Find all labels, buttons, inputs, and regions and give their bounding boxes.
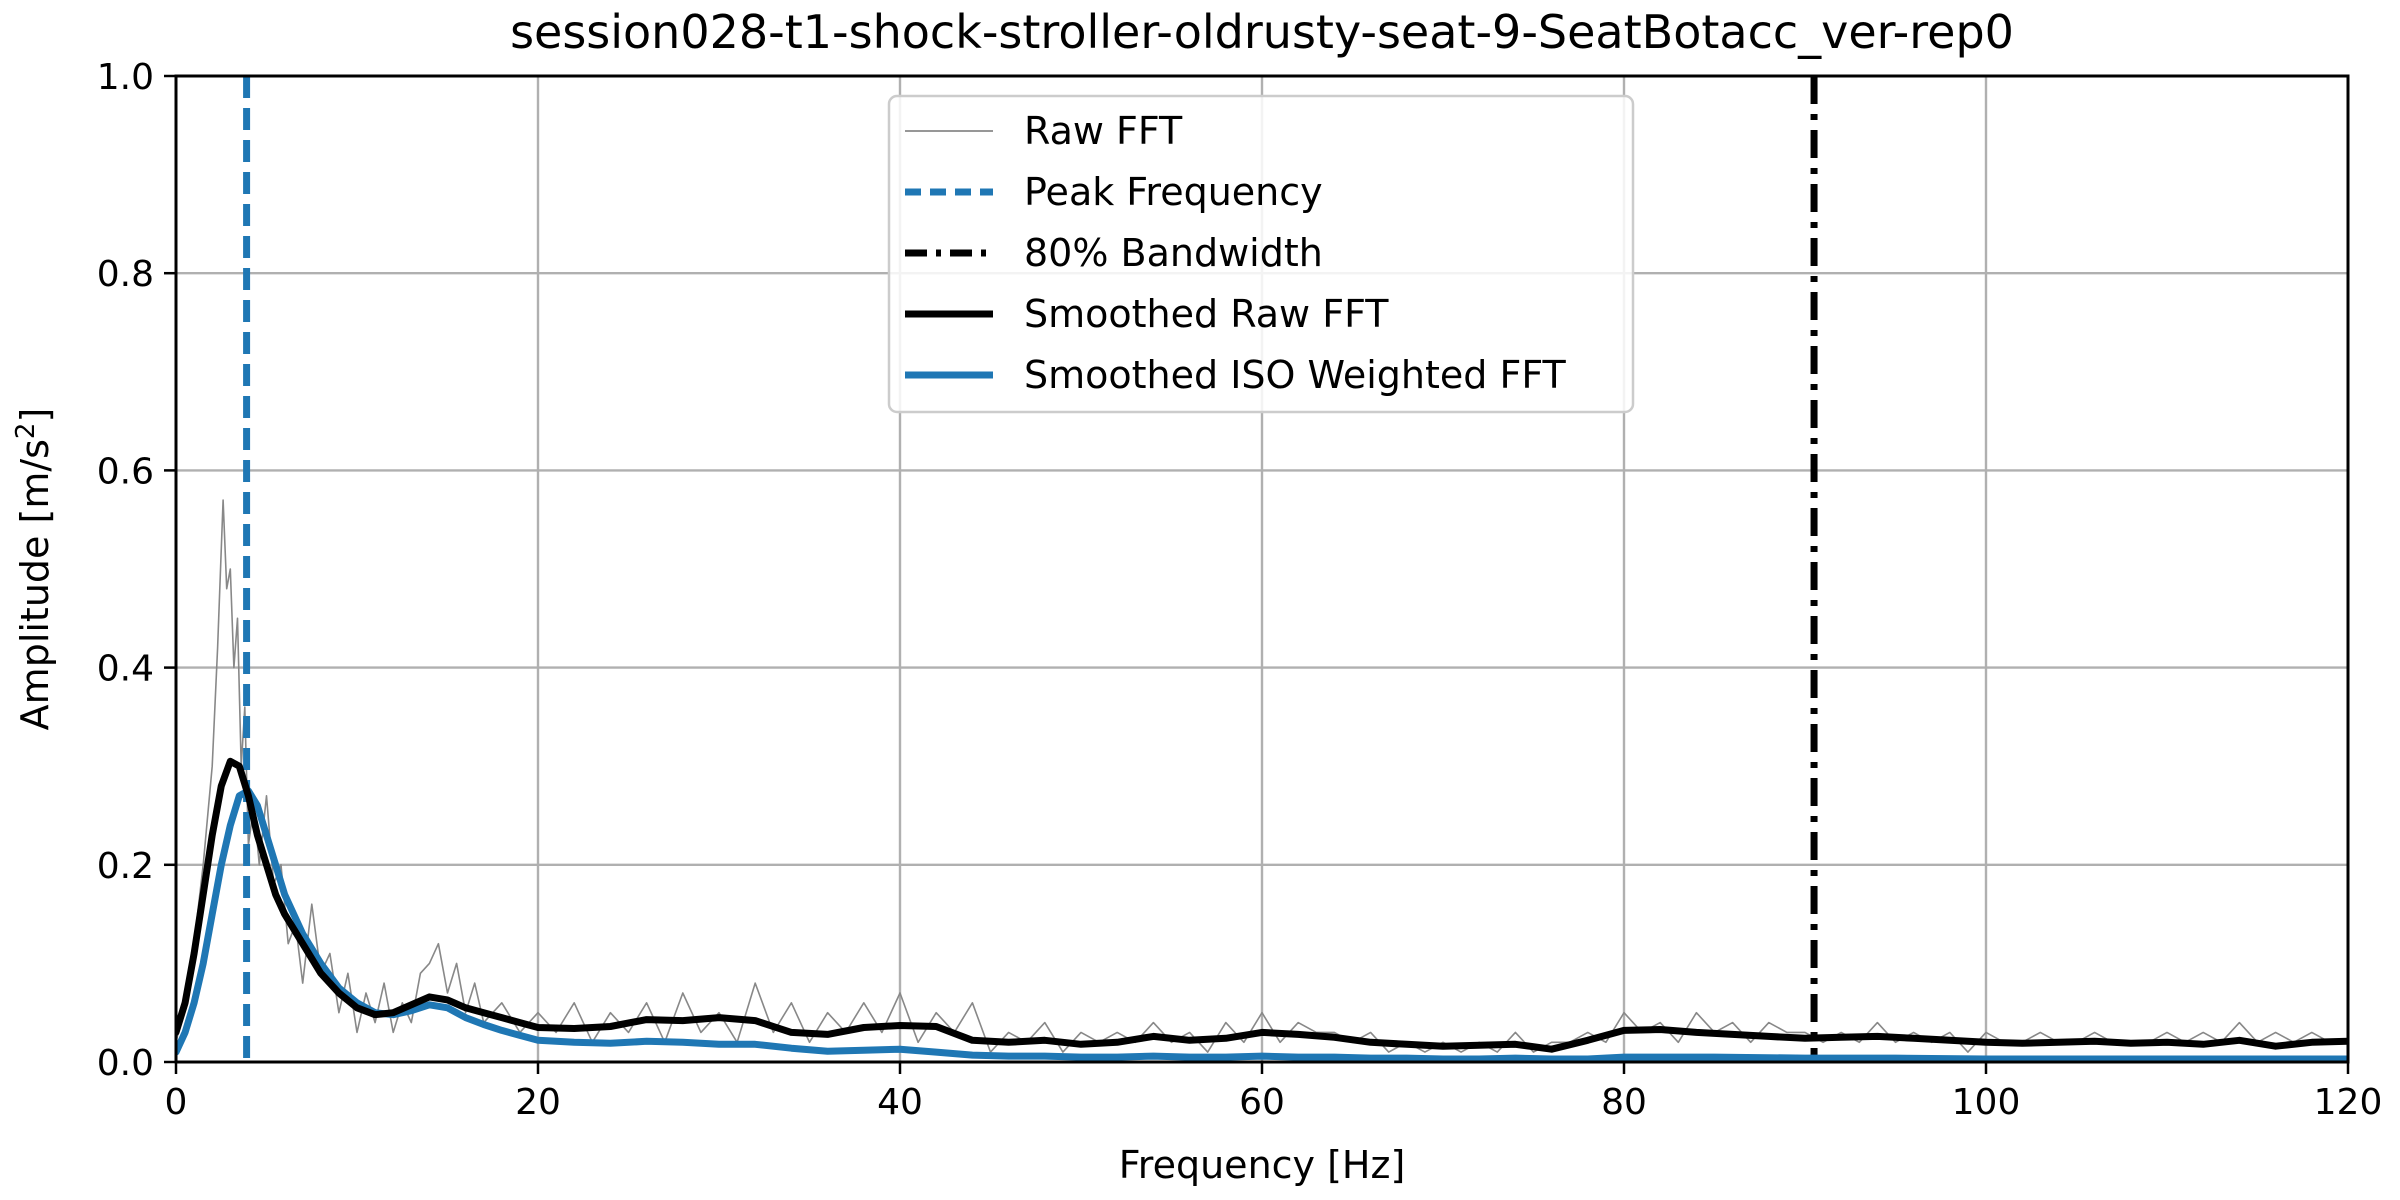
legend-label: Smoothed Raw FFT — [1024, 292, 1389, 336]
y-axis-label-main: Amplitude [m/s — [13, 439, 57, 730]
x-axis-label: Frequency [Hz] — [1119, 1143, 1406, 1187]
y-tick-label: 0.6 — [97, 451, 154, 492]
x-tick-label: 120 — [2314, 1082, 2383, 1123]
smoothed-iso-weighted-fft-line — [176, 787, 2348, 1062]
legend-label: 80% Bandwidth — [1024, 231, 1323, 275]
y-axis-label-end: ] — [13, 408, 57, 423]
raw-fft-line — [176, 499, 2348, 1053]
y-axis-label-sup: 2 — [11, 423, 41, 440]
legend-label: Smoothed ISO Weighted FFT — [1024, 353, 1567, 397]
x-tick-label: 40 — [877, 1082, 923, 1123]
chart-title: session028-t1-shock-stroller-oldrusty-se… — [510, 5, 2014, 59]
smoothed-raw-fft-line — [176, 757, 2348, 1053]
y-tick-label: 0.4 — [97, 649, 154, 690]
legend-label: Raw FFT — [1024, 109, 1183, 153]
x-tick-label: 0 — [165, 1082, 188, 1123]
x-tick-label: 80 — [1601, 1082, 1647, 1123]
y-tick-label: 0.8 — [97, 254, 154, 295]
x-axis: 0 20 40 60 80 100 120 — [165, 1062, 2383, 1123]
x-tick-label: 20 — [515, 1082, 561, 1123]
legend: Raw FFT Peak Frequency 80% Bandwidth Smooth… — [887, 94, 1635, 414]
legend-label: Peak Frequency — [1024, 170, 1323, 214]
x-tick-label: 60 — [1239, 1082, 1285, 1123]
y-axis-label: Amplitude [m/s2] — [11, 408, 57, 731]
x-tick-label: 100 — [1952, 1082, 2021, 1123]
y-tick-label: 1.0 — [97, 57, 154, 98]
y-tick-label: 0.2 — [97, 846, 154, 887]
y-axis: 0.0 0.2 0.4 0.6 0.8 1.0 — [97, 57, 176, 1084]
plot-lines — [176, 76, 2348, 1062]
y-tick-label: 0.0 — [97, 1043, 154, 1084]
legend-box — [887, 94, 1635, 414]
